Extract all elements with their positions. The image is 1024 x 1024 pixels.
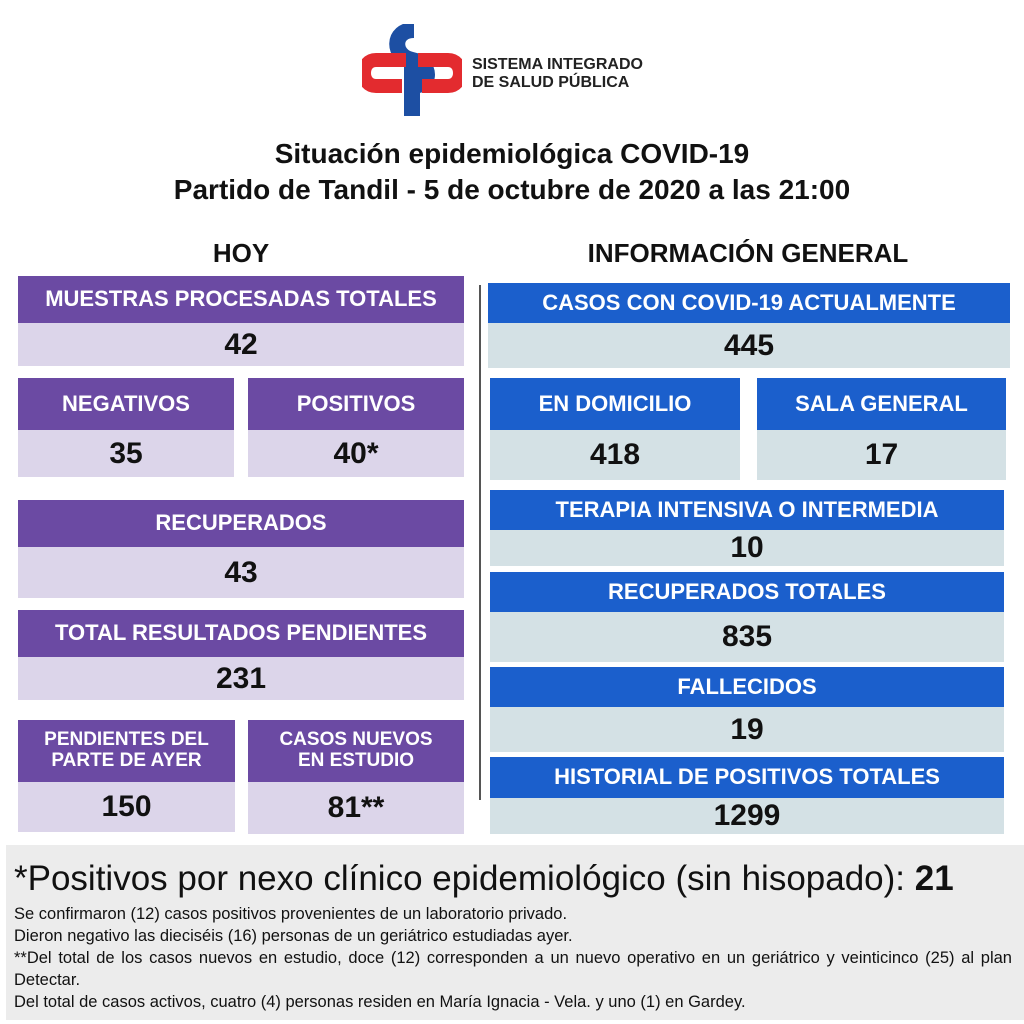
domicilio-label: EN DOMICILIO <box>490 378 740 430</box>
fallecidos-label: FALLECIDOS <box>490 667 1004 707</box>
notes-headline-value: 21 <box>914 859 954 898</box>
notes-headline-text: *Positivos por nexo clínico epidemiológi… <box>14 859 915 898</box>
nuevos-estudio-value: 81** <box>248 782 464 834</box>
sala-label: SALA GENERAL <box>757 378 1006 430</box>
note-line: Se confirmaron (12) casos positivos prov… <box>14 905 568 923</box>
muestras-value: 42 <box>18 323 464 366</box>
historial-value: 1299 <box>490 798 1004 834</box>
fallecidos-value: 19 <box>490 707 1004 752</box>
terapia-value: 10 <box>490 530 1004 566</box>
sala-value: 17 <box>757 430 1006 480</box>
note-line: Del total de casos activos, cuatro (4) p… <box>14 993 746 1011</box>
general-heading: INFORMACIÓN GENERAL <box>587 238 909 268</box>
domicilio-value: 418 <box>490 430 740 480</box>
terapia-label: TERAPIA INTENSIVA O INTERMEDIA <box>490 490 1004 530</box>
notes-headline: *Positivos por nexo clínico epidemiológi… <box>14 859 1024 899</box>
page-title: Situación epidemiológica COVID-19 <box>274 138 750 169</box>
page-subtitle: Partido de Tandil - 5 de octubre de 2020… <box>173 174 851 205</box>
actuales-value: 445 <box>488 323 1010 368</box>
note-line: **Del total de los casos nuevos en estud… <box>14 949 1012 989</box>
pendientes-value: 231 <box>18 657 464 700</box>
nuevos-estudio-label: CASOS NUEVOS EN ESTUDIO <box>248 720 464 782</box>
divider <box>479 285 481 800</box>
recuperados-value: 43 <box>18 547 464 598</box>
logo-line-2: DE SALUD PÚBLICA <box>472 74 630 91</box>
logo-text: SISTEMA INTEGRADO DE SALUD PÚBLICA <box>472 56 643 92</box>
recuperados-totales-value: 835 <box>490 612 1004 662</box>
note-line: Dieron negativo las dieciséis (16) perso… <box>14 927 573 945</box>
recuperados-totales-label: RECUPERADOS TOTALES <box>490 572 1004 612</box>
recuperados-label: RECUPERADOS <box>18 500 464 547</box>
logo <box>357 22 467 122</box>
pendientes-ayer-label: PENDIENTES DEL PARTE DE AYER <box>18 720 235 782</box>
muestras-label: MUESTRAS PROCESADAS TOTALES <box>18 276 464 323</box>
hoy-heading: HOY <box>212 238 270 268</box>
negativos-value: 35 <box>18 430 234 477</box>
logo-icon <box>357 22 467 116</box>
pendientes-label: TOTAL RESULTADOS PENDIENTES <box>18 610 464 657</box>
negativos-label: NEGATIVOS <box>18 378 234 430</box>
historial-label: HISTORIAL DE POSITIVOS TOTALES <box>490 757 1004 798</box>
logo-line-1: SISTEMA INTEGRADO <box>472 56 643 73</box>
notes-panel: *Positivos por nexo clínico epidemiológi… <box>6 845 1024 1020</box>
positivos-value: 40* <box>248 430 464 477</box>
actuales-label: CASOS CON COVID-19 ACTUALMENTE <box>488 283 1010 323</box>
positivos-label: POSITIVOS <box>248 378 464 430</box>
pendientes-ayer-value: 150 <box>18 782 235 832</box>
